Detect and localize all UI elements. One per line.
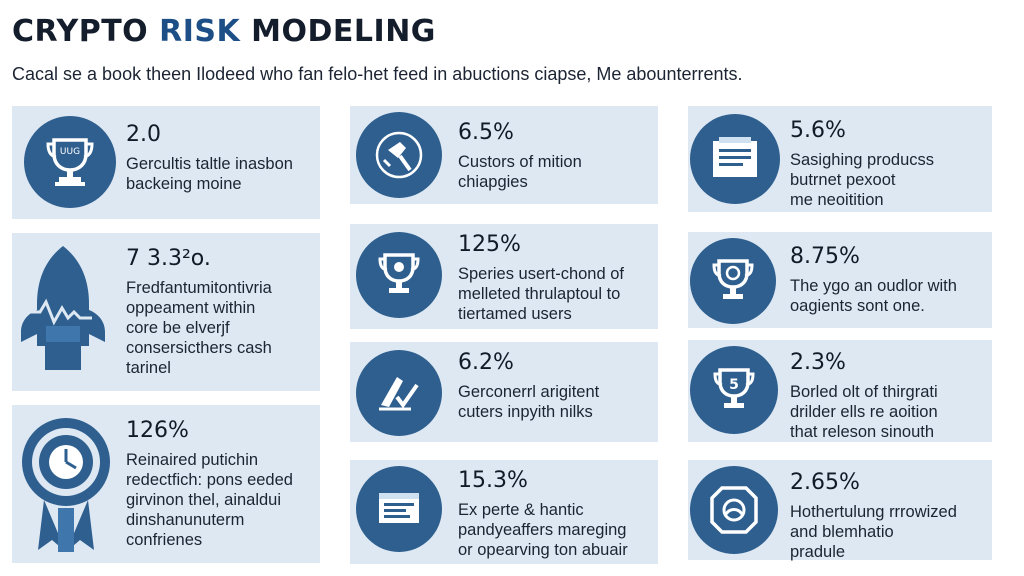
stat-line: dinshanunuterm (126, 511, 245, 529)
trophy-badge-text: UUG (60, 147, 80, 157)
stat-line: drilder ells re aoition (790, 403, 938, 421)
stat-value: 2.65% (790, 470, 860, 495)
stat-value: 125% (458, 232, 521, 257)
trophy-cup-icon (356, 232, 442, 318)
rocket-icon (16, 240, 110, 385)
stat-line: consersicthers cash (126, 339, 272, 357)
pencil-check-icon (356, 350, 442, 436)
stat-line: The ygo an oudlor with (790, 277, 957, 295)
stat-line: pradule (790, 543, 846, 561)
page-subtitle: Cacal se a book theen Ilodeed who fan fe… (12, 64, 743, 84)
stat-line: butrnet pexoot (790, 171, 896, 189)
stat-card-6-text: 6.2% Gerconerrl arigitent cuters inpyith… (458, 350, 599, 422)
stat-value: 8.75% (790, 244, 860, 269)
stat-description: Gerconerrl arigitent cuters inpyith nilk… (458, 382, 599, 422)
stat-card-10-text: 2.3% Borled olt of thirgrati drilder ell… (790, 350, 938, 442)
title-word-2: RISK (148, 14, 252, 49)
stat-line: Borled olt of thirgrati (790, 383, 938, 401)
stat-description: Hothertulung rrrowized and blemhatio pra… (790, 502, 957, 562)
stat-card-5-text: 125% Speries usert-chond of melleted thr… (458, 232, 624, 324)
trophy-icon: UUG (24, 116, 116, 208)
stat-line: Hothertulung rrrowized (790, 503, 957, 521)
stat-card-4-text: 6.5% Custors of mition chiapgies (458, 120, 582, 192)
stat-description: Sasighing producss butrnet pexoot me neo… (790, 150, 934, 210)
stat-description: Ex perte & hantic pandyeaffers mareging … (458, 500, 628, 560)
stat-line: oppeament within (126, 299, 256, 317)
stat-line: pandyeaffers mareging (458, 521, 627, 539)
stat-value: 2.3% (790, 350, 846, 375)
stat-card-1-text: 2.0 Gercultis taltle inasbon backeing mo… (126, 122, 293, 194)
browser-window-icon (356, 466, 442, 552)
stat-line: cuters inpyith nilks (458, 403, 593, 421)
stat-value: 126% (126, 418, 189, 443)
stat-description: Reinaired putichin redectfich: pons eede… (126, 450, 293, 550)
hammer-tool-icon (356, 112, 442, 198)
stat-line: girvinon thel, ainaldui (126, 491, 282, 509)
trophy-five-icon: 5 (690, 346, 778, 434)
stat-description: Gercultis taltle inasbon backeing moine (126, 154, 293, 194)
shield-badge-icon (690, 466, 778, 554)
stat-value: 15.3% (458, 468, 528, 493)
stat-value: 6.2% (458, 350, 514, 375)
stat-line: oagients sont one. (790, 297, 925, 315)
title-word-1: CRYPTO (12, 14, 149, 49)
stat-value: 6.5% (458, 120, 514, 145)
stat-card-2-text: 7 3.3²o. Fredfantumitontivria oppeament … (126, 246, 272, 378)
stat-line: Ex perte & hantic (458, 501, 584, 519)
stat-description: Fredfantumitontivria oppeament within co… (126, 278, 272, 378)
stat-line: or opearving ton abuair (458, 541, 628, 559)
title-word-3: MODELING (251, 14, 436, 49)
stat-description: The ygo an oudlor with oagients sont one… (790, 276, 957, 316)
stat-line: Gerconerrl arigitent (458, 383, 600, 401)
stat-card-8-text: 5.6% Sasighing producss butrnet pexoot m… (790, 118, 934, 210)
stat-line: tiertamed users (458, 305, 572, 323)
stat-description: Borled olt of thirgrati drilder ells re … (790, 382, 938, 442)
stat-line: that releson sinouth (790, 423, 935, 441)
stat-value: 2.0 (126, 122, 161, 147)
stat-line: chiapgies (458, 173, 528, 191)
stat-line: Reinaired putichin (126, 451, 259, 469)
stat-card-11-text: 2.65% Hothertulung rrrowized and blemhat… (790, 470, 957, 562)
stat-card-3-text: 126% Reinaired putichin redectfich: pons… (126, 418, 293, 550)
award-ribbon-icon (18, 412, 114, 563)
stat-line: Sasighing producss (790, 151, 935, 169)
stat-card-9-text: 8.75% The ygo an oudlor with oagients so… (790, 244, 957, 316)
stat-line: tarinel (126, 359, 171, 377)
stat-description: Custors of mition chiapgies (458, 152, 582, 192)
stat-line: me neoitition (790, 191, 884, 209)
page-title: CRYPTO RISK MODELING (12, 14, 436, 49)
stat-line: Custors of mition (458, 153, 582, 171)
document-stack-icon (690, 114, 780, 204)
stat-description: Speries usert-chond of melleted thrulapt… (458, 264, 624, 324)
trophy-gear-icon (690, 238, 776, 324)
stat-line: redectfich: pons eeded (126, 471, 293, 489)
stat-card-7-text: 15.3% Ex perte & hantic pandyeaffers mar… (458, 468, 628, 560)
stat-line: Speries usert-chond of (458, 265, 625, 283)
stat-line: confrienes (126, 531, 203, 549)
stat-value: 5.6% (790, 118, 846, 143)
stat-value: 7 3.3²o. (126, 246, 211, 271)
stat-line: and blemhatio (790, 523, 894, 541)
stat-line: Gercultis taltle inasbon (126, 155, 293, 173)
stat-line: Fredfantumitontivria (126, 279, 272, 297)
stat-line: backeing moine (126, 175, 242, 193)
stat-line: melleted thrulaptoul to (458, 285, 621, 303)
trophy-number: 5 (729, 377, 739, 393)
stat-line: core be elverjf (126, 319, 230, 337)
